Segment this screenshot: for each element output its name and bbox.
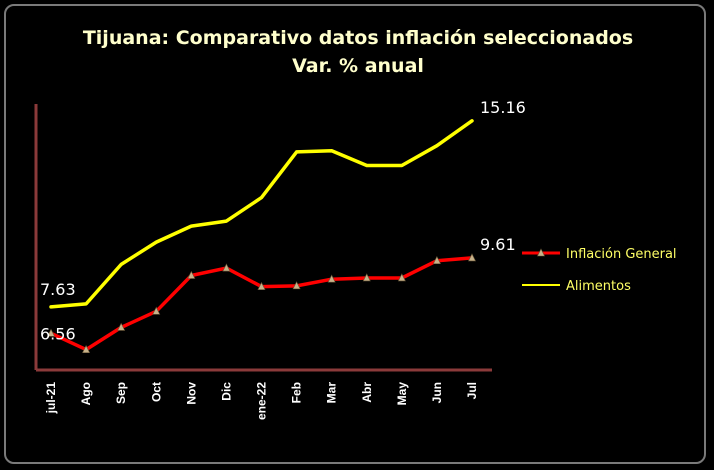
data-label: 7.63 xyxy=(40,280,76,299)
data-label: 6.56 xyxy=(40,324,76,343)
data-point-marker xyxy=(187,270,196,279)
data-point-marker xyxy=(432,255,441,264)
x-tick-label: Jul xyxy=(465,382,479,399)
x-tick-label: jul-21 xyxy=(44,382,58,415)
chart-frame xyxy=(4,4,706,464)
data-point-marker xyxy=(327,274,336,283)
x-tick-label: Nov xyxy=(184,382,198,405)
x-tick-label: Abr xyxy=(360,382,374,403)
x-tick-label: Ago xyxy=(79,382,93,405)
legend-label: Alimentos xyxy=(566,279,631,294)
data-point-marker xyxy=(397,273,406,282)
data-point-marker xyxy=(468,253,476,262)
x-tick-label: ene-22 xyxy=(255,382,269,420)
data-label: 15.16 xyxy=(480,98,526,117)
data-point-marker xyxy=(47,328,55,337)
data-point-marker xyxy=(257,281,266,290)
x-tick-label: Feb xyxy=(290,382,304,403)
chart-subtitle: Var. % anual xyxy=(292,55,424,77)
data-label: 9.61 xyxy=(480,235,516,254)
data-point-marker xyxy=(152,306,161,315)
x-tick-label: May xyxy=(395,382,409,406)
series-line-2 xyxy=(49,119,474,309)
data-point-marker xyxy=(362,273,371,282)
x-tick-label: Oct xyxy=(149,382,163,402)
x-tick-label: Sep xyxy=(114,382,128,404)
legend-marker xyxy=(537,248,545,257)
data-point-marker xyxy=(117,322,126,331)
data-point-marker xyxy=(82,344,91,353)
x-tick-label: Dic xyxy=(219,382,233,401)
data-point-marker xyxy=(292,281,301,290)
chart-title: Tijuana: Comparativo datos inflación sel… xyxy=(83,27,633,49)
legend-label: Inflación General xyxy=(566,247,677,262)
x-tick-label: Jun xyxy=(430,382,444,403)
data-point-marker xyxy=(222,263,231,272)
x-tick-label: Mar xyxy=(325,382,339,404)
